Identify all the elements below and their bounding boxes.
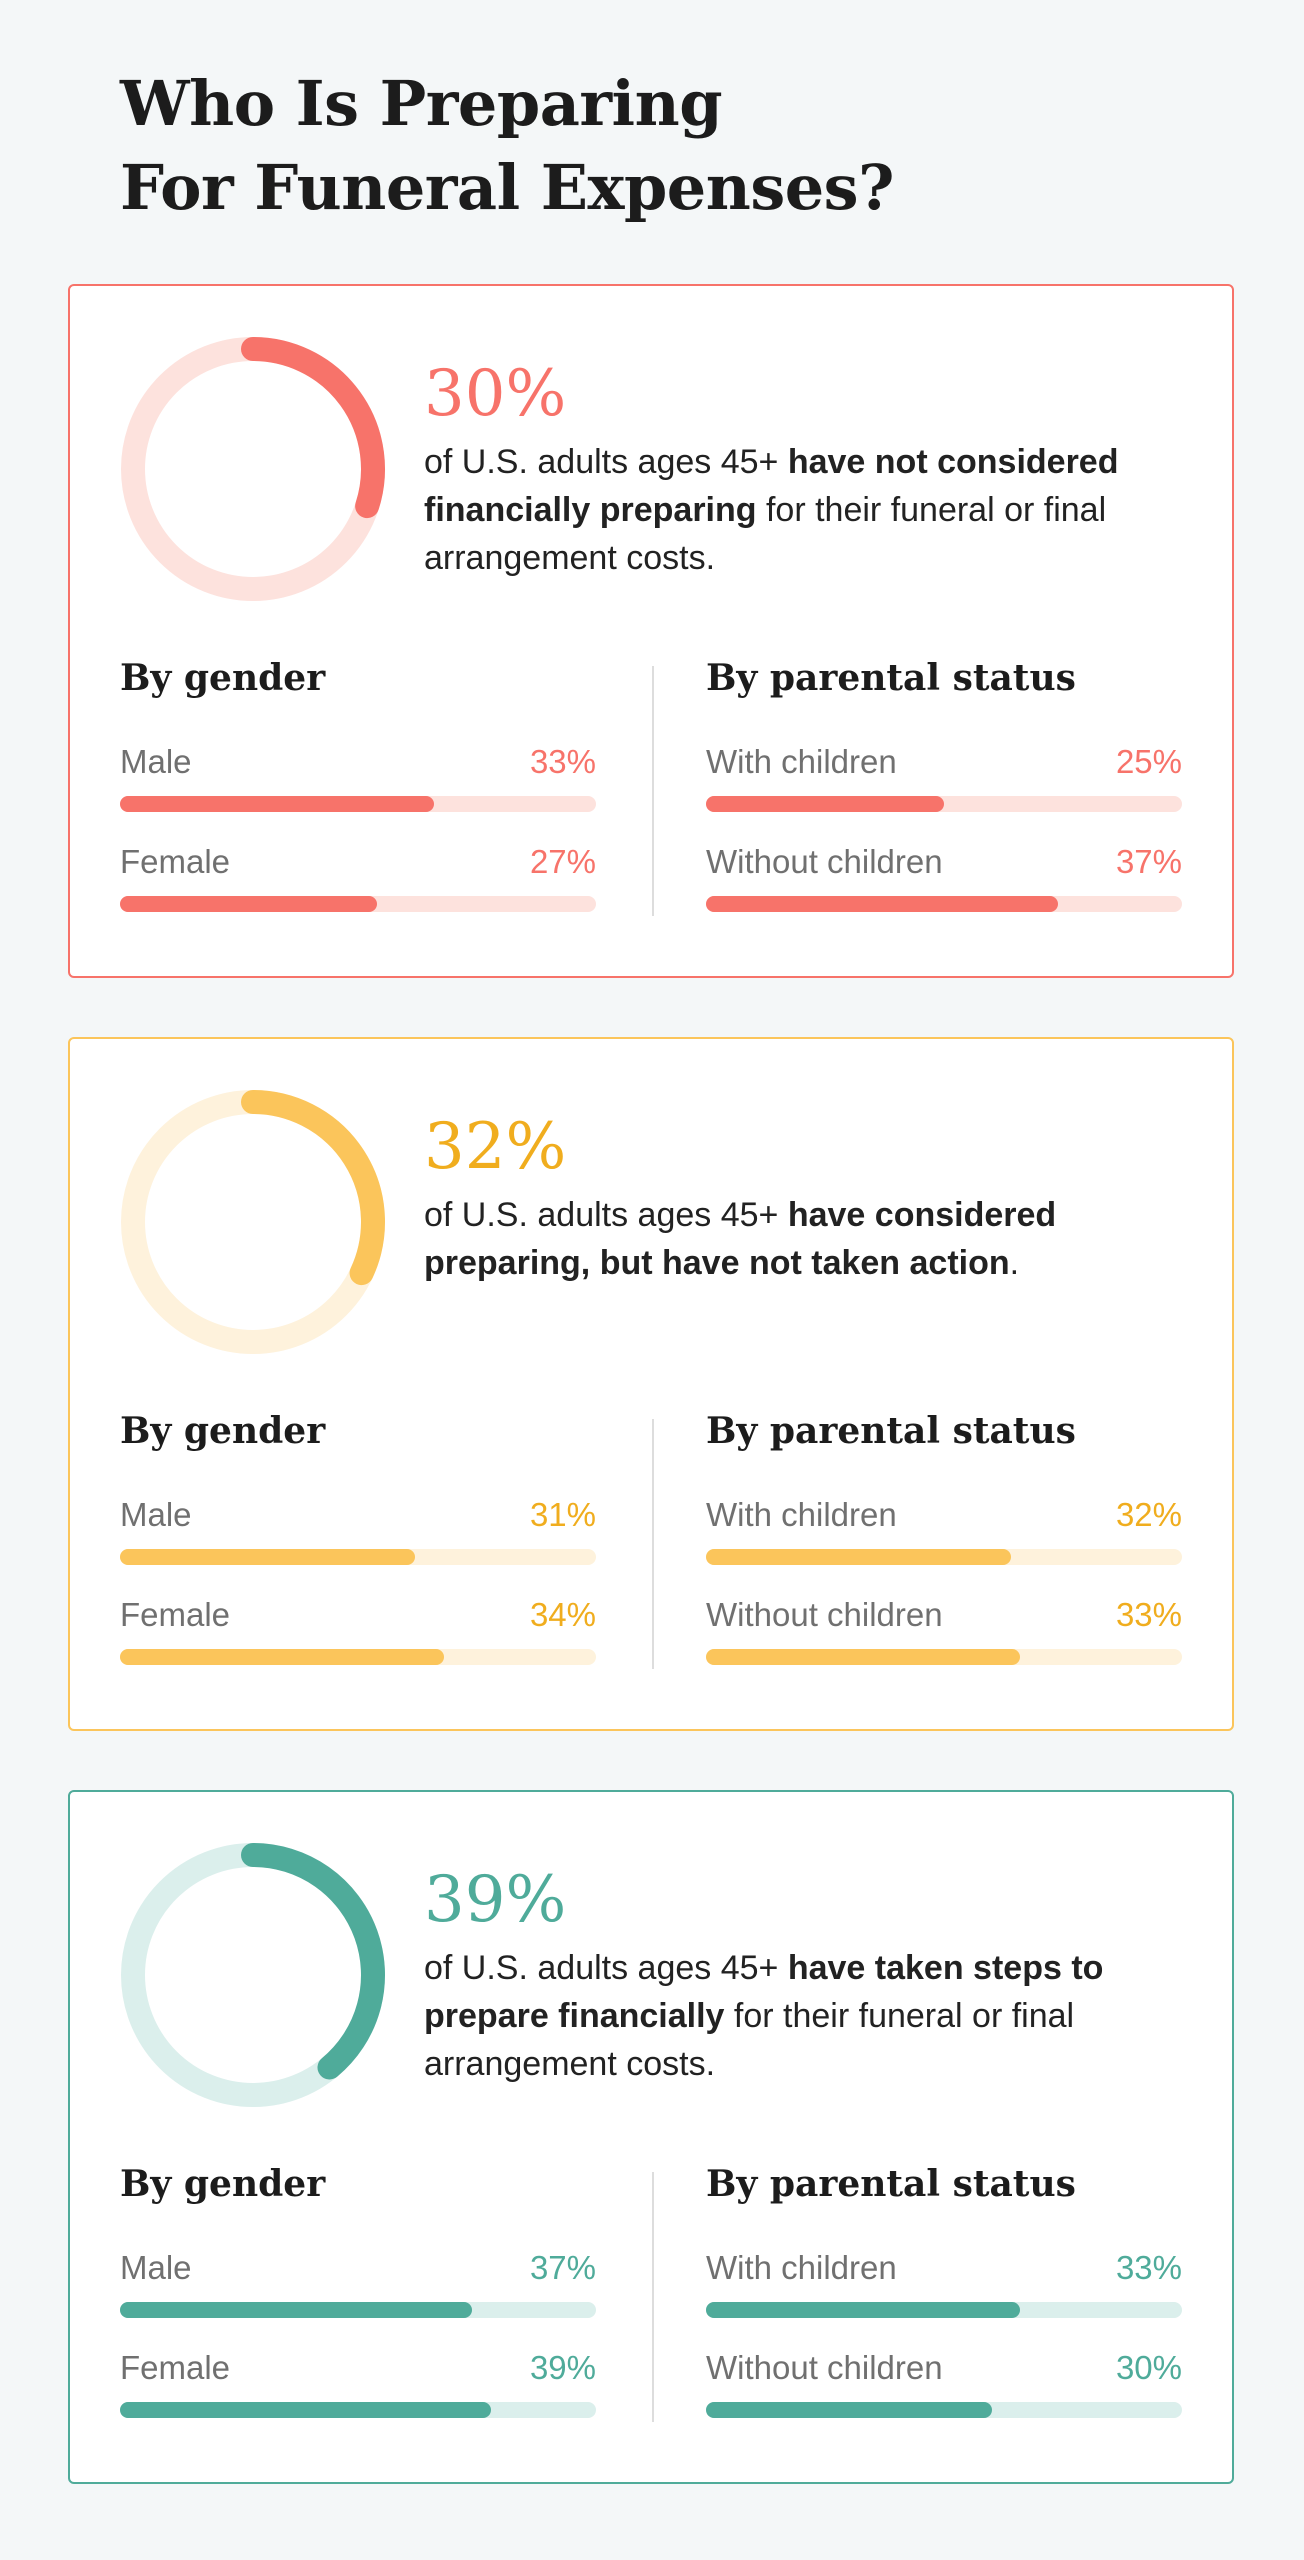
- bar-value: 32%: [1115, 1496, 1182, 1533]
- bar-value: 37%: [1115, 843, 1182, 880]
- bar-row: Male 31%: [120, 1493, 596, 1573]
- donut-chart: [121, 1090, 385, 1354]
- bar-label: Female: [120, 843, 231, 880]
- bar-label: Without children: [706, 2349, 943, 2386]
- bar-value: 27%: [529, 843, 596, 880]
- stat-card: 30% of U.S. adults ages 45+ have not cons…: [68, 284, 1234, 978]
- bar-track: [706, 1549, 1182, 1565]
- main-percentage: 30%: [424, 357, 567, 431]
- bar-fill: [120, 1549, 416, 1565]
- bar-track: [706, 896, 1182, 912]
- donut-chart: [121, 1843, 385, 2107]
- bar-fill: [706, 2402, 992, 2418]
- bar-track: [706, 796, 1182, 812]
- donut-arc: [241, 1090, 385, 1286]
- bar-value: 33%: [1115, 2249, 1182, 2286]
- description-text: .: [1009, 1244, 1020, 1282]
- bar-label: Female: [120, 2349, 231, 2386]
- bar-row: Male 33%: [120, 740, 596, 820]
- bar-track: [120, 1649, 596, 1665]
- description-text: of U.S. adults ages 45+: [424, 1196, 788, 1234]
- bar-label: Without children: [706, 1596, 943, 1633]
- bar-fill: [120, 1649, 444, 1665]
- bar-row: With children 25%: [706, 740, 1182, 820]
- bar-value: 30%: [1115, 2349, 1182, 2386]
- bar-row: Without children 37%: [706, 840, 1182, 920]
- bar-value: 34%: [529, 1596, 596, 1633]
- description-text: of U.S. adults ages 45+: [424, 443, 788, 481]
- description-text: for their funeral or final arrangement c…: [424, 491, 1107, 577]
- bar-track: [120, 896, 596, 912]
- bar-label: Male: [120, 2249, 192, 2286]
- main-percentage: 39%: [424, 1863, 567, 1937]
- parental-group-title: By parental status: [706, 1410, 1076, 1452]
- bar-value: 33%: [529, 743, 596, 780]
- bar-track: [120, 796, 596, 812]
- parental-group-title: By parental status: [706, 2163, 1076, 2205]
- gender-group-title: By gender: [120, 657, 326, 699]
- stat-card: 32% of U.S. adults ages 45+ have consider…: [68, 1037, 1234, 1731]
- main-percentage: 32%: [424, 1110, 567, 1184]
- bar-label: With children: [706, 1496, 897, 1533]
- column-divider: [652, 2172, 654, 2422]
- bar-value: 31%: [529, 1496, 596, 1533]
- description-text: for their funeral or final arrangement c…: [424, 1997, 1075, 2083]
- bar-track: [706, 2302, 1182, 2318]
- bar-fill: [706, 2302, 1021, 2318]
- bar-track: [120, 1549, 596, 1565]
- bar-track: [706, 1649, 1182, 1665]
- gender-group-title: By gender: [120, 1410, 326, 1452]
- bar-track: [120, 2302, 596, 2318]
- bar-label: With children: [706, 743, 897, 780]
- bar-fill: [706, 1649, 1021, 1665]
- bar-value: 39%: [529, 2349, 596, 2386]
- column-divider: [652, 666, 654, 916]
- stat-card: 39% of U.S. adults ages 45+ have taken st…: [68, 1790, 1234, 2484]
- page-title: Who Is Preparing For Funeral Expenses?: [120, 62, 894, 230]
- bar-track: [706, 2402, 1182, 2418]
- donut-chart: [121, 337, 385, 601]
- bar-label: With children: [706, 2249, 897, 2286]
- bar-label: Female: [120, 1596, 231, 1633]
- bar-fill: [706, 896, 1059, 912]
- gender-group-title: By gender: [120, 2163, 326, 2205]
- column-divider: [652, 1419, 654, 1669]
- donut-arc: [241, 1843, 385, 2080]
- description: of U.S. adults ages 45+ have not conside…: [424, 438, 1204, 582]
- bar-row: Female 34%: [120, 1593, 596, 1673]
- bar-value: 33%: [1115, 1596, 1182, 1633]
- bar-row: Without children 30%: [706, 2346, 1182, 2426]
- parental-group-title: By parental status: [706, 657, 1076, 699]
- description-highlight: have taken steps to prepare financially: [424, 1949, 1104, 2035]
- title-line-1: Who Is Preparing: [120, 67, 723, 140]
- bar-fill: [120, 896, 377, 912]
- bar-track: [120, 2402, 596, 2418]
- description-highlight: have not considered financially preparin…: [424, 443, 1119, 529]
- bar-fill: [120, 796, 435, 812]
- bar-row: Male 37%: [120, 2246, 596, 2326]
- bar-fill: [706, 1549, 1011, 1565]
- title-line-2: For Funeral Expenses?: [120, 151, 894, 224]
- bar-label: Male: [120, 1496, 192, 1533]
- bar-fill: [120, 2402, 492, 2418]
- bar-row: Female 27%: [120, 840, 596, 920]
- bar-row: With children 33%: [706, 2246, 1182, 2326]
- bar-fill: [706, 796, 944, 812]
- bar-value: 37%: [529, 2249, 596, 2286]
- bar-row: Without children 33%: [706, 1593, 1182, 1673]
- description-highlight: have considered preparing, but have not …: [424, 1196, 1057, 1282]
- bar-row: With children 32%: [706, 1493, 1182, 1573]
- bar-value: 25%: [1115, 743, 1182, 780]
- donut-arc: [241, 337, 385, 519]
- bar-fill: [120, 2302, 473, 2318]
- description: of U.S. adults ages 45+ have taken steps…: [424, 1944, 1204, 2088]
- description: of U.S. adults ages 45+ have considered …: [424, 1191, 1204, 1287]
- bar-row: Female 39%: [120, 2346, 596, 2426]
- bar-label: Male: [120, 743, 192, 780]
- description-text: of U.S. adults ages 45+: [424, 1949, 788, 1987]
- bar-label: Without children: [706, 843, 943, 880]
